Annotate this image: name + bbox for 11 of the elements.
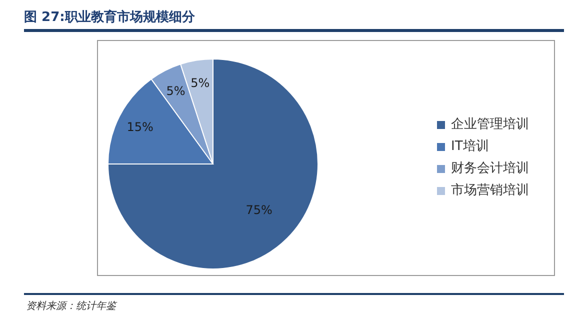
data-label: 5% <box>190 76 210 90</box>
legend-label: IT培训 <box>451 138 489 156</box>
legend-label: 市场营销培训 <box>451 182 529 200</box>
chart-title: 图 27:职业教育市场规模细分 <box>24 8 195 26</box>
legend-label: 企业管理培训 <box>451 116 529 134</box>
data-label: 5% <box>166 84 186 98</box>
data-label: 15% <box>126 120 154 134</box>
data-label: 75% <box>246 203 272 218</box>
text: 资料来源：统计年鉴 <box>26 300 116 313</box>
pie-slice <box>108 58 318 270</box>
legend-label: 财务会计培训 <box>451 160 529 178</box>
